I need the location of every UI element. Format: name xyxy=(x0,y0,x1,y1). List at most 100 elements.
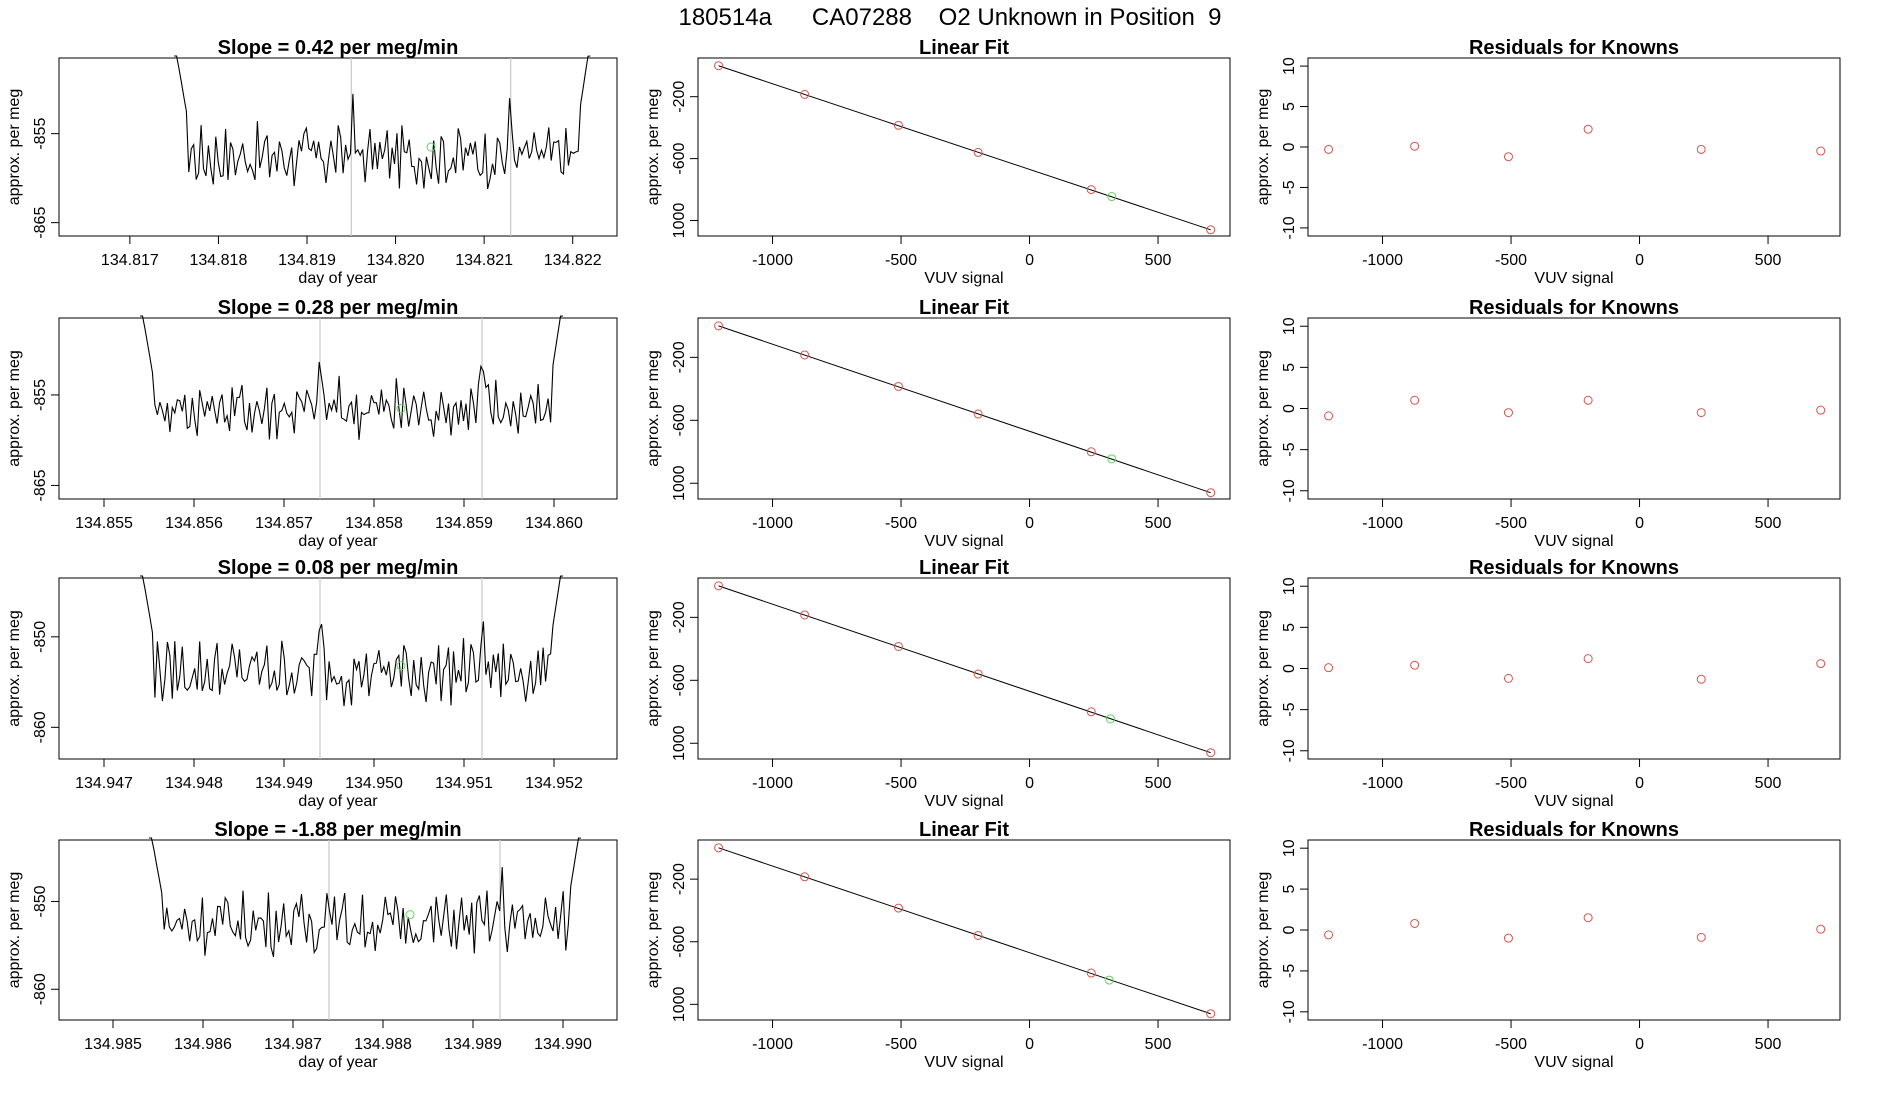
panel-title: Slope = 0.08 per meg/min xyxy=(218,557,459,579)
known-point xyxy=(973,669,983,679)
x-axis-label: VUV signal xyxy=(924,793,1003,810)
y-axis-label: approx. per meg xyxy=(1255,350,1272,467)
plot-frame xyxy=(697,57,1231,237)
y-tick-label: 5 xyxy=(1281,102,1298,111)
signal-trace xyxy=(174,55,591,190)
y-tick-label: -855 xyxy=(32,118,49,150)
y-tick-label: -200 xyxy=(671,863,688,895)
residual-point xyxy=(1583,913,1593,923)
x-tick-label: 134.948 xyxy=(165,775,223,792)
chart-panel: Linear Fit -1000 -500 0 500 VUV signal 1000 -60… xyxy=(645,297,1231,550)
residual-point xyxy=(1583,654,1593,664)
known-point xyxy=(973,147,983,157)
x-tick-label: 134.989 xyxy=(444,1036,502,1053)
panel-title: Slope = -1.88 per meg/min xyxy=(214,819,461,841)
y-tick-label: 10 xyxy=(1281,57,1298,75)
x-tick-label: 0 xyxy=(1635,775,1644,792)
residual-point xyxy=(1503,673,1513,683)
known-point xyxy=(1086,447,1096,457)
y-tick-label: -200 xyxy=(671,601,688,633)
chart-panel: Slope = 0.28 per meg/min 134.855 134.856 13… xyxy=(6,297,618,550)
known-point xyxy=(800,89,810,99)
panel-title: Linear Fit xyxy=(919,819,1009,841)
plot-frame xyxy=(58,57,618,237)
unknown-point xyxy=(1104,975,1114,985)
chart-panel: Slope = 0.42 per meg/min 134.817 134.818 13… xyxy=(6,37,618,287)
x-tick-label: 0 xyxy=(1635,252,1644,269)
x-tick-label: 134.857 xyxy=(255,515,313,532)
x-tick-label: 134.951 xyxy=(435,775,493,792)
panel-title: Residuals for Knowns xyxy=(1469,37,1679,59)
x-tick-label: 134.860 xyxy=(525,515,583,532)
known-point xyxy=(714,843,724,853)
residual-point xyxy=(1503,933,1513,943)
residual-point xyxy=(1503,152,1513,162)
plot-frame xyxy=(697,577,1231,760)
chart-panel: Slope = -1.88 per meg/min 134.985 134.986 1… xyxy=(6,819,618,1071)
x-tick-label: -500 xyxy=(885,775,917,792)
residual-point xyxy=(1324,663,1334,673)
y-axis-label: approx. per meg xyxy=(645,350,662,467)
x-tick-label: 0 xyxy=(1635,515,1644,532)
x-tick-label: 134.947 xyxy=(75,775,133,792)
x-tick-label: 134.988 xyxy=(354,1036,412,1053)
fit-line xyxy=(718,585,1211,754)
x-axis-label: day of year xyxy=(298,1054,378,1071)
x-axis-label: VUV signal xyxy=(924,270,1003,287)
plot-frame xyxy=(58,317,618,500)
x-axis-label: VUV signal xyxy=(924,533,1003,550)
panel-title: Residuals for Knowns xyxy=(1469,297,1679,319)
x-tick-label: 0 xyxy=(1025,775,1034,792)
x-tick-label: -1000 xyxy=(1362,775,1403,792)
y-tick-label: -865 xyxy=(32,469,49,501)
known-point xyxy=(973,409,983,419)
x-tick-label: -1000 xyxy=(752,775,793,792)
residual-point xyxy=(1410,660,1420,670)
y-tick-label: -5 xyxy=(1281,964,1298,978)
x-tick-label: 134.952 xyxy=(525,775,583,792)
chart-panel: Residuals for Knowns -1000 -500 0 500 VUV sig… xyxy=(1255,557,1841,810)
chart-panel: Linear Fit -1000 -500 0 500 VUV signal 1000 -60… xyxy=(645,557,1231,810)
x-tick-label: 134.817 xyxy=(101,252,159,269)
residual-point xyxy=(1696,408,1706,418)
y-tick-label: -600 xyxy=(671,926,688,958)
x-tick-label: 134.822 xyxy=(544,252,602,269)
x-tick-label: -500 xyxy=(885,1036,917,1053)
y-tick-label: -200 xyxy=(671,81,688,113)
x-axis-label: day of year xyxy=(298,533,378,550)
x-tick-label: 134.818 xyxy=(190,252,248,269)
y-tick-label: 0 xyxy=(1281,404,1298,413)
known-point xyxy=(1086,185,1096,195)
x-tick-label: 134.821 xyxy=(455,252,513,269)
known-point xyxy=(714,581,724,591)
residual-point xyxy=(1324,144,1334,154)
residual-point xyxy=(1410,918,1420,928)
x-tick-label: -500 xyxy=(885,515,917,532)
x-tick-label: 500 xyxy=(1755,252,1782,269)
fit-line xyxy=(718,65,1211,231)
x-tick-label: 0 xyxy=(1025,515,1034,532)
x-tick-label: 134.820 xyxy=(367,252,425,269)
known-point xyxy=(800,610,810,620)
panel-title: Slope = 0.28 per meg/min xyxy=(218,297,459,319)
x-tick-label: 134.986 xyxy=(174,1036,232,1053)
y-axis-label: approx. per meg xyxy=(6,350,23,467)
residual-point xyxy=(1410,395,1420,405)
unknown-point xyxy=(1107,454,1117,464)
y-tick-label: 10 xyxy=(1281,839,1298,857)
unknown-point xyxy=(1107,192,1117,202)
y-axis-label: approx. per meg xyxy=(1255,872,1272,989)
x-tick-label: -1000 xyxy=(752,515,793,532)
chart-panel: Linear Fit -1000 -500 0 500 VUV signal 1000 -60… xyxy=(645,819,1231,1071)
known-point xyxy=(893,903,903,913)
x-tick-label: -500 xyxy=(1495,775,1527,792)
x-tick-label: 134.819 xyxy=(278,252,336,269)
x-tick-label: 0 xyxy=(1025,1036,1034,1053)
y-tick-label: -855 xyxy=(32,379,49,411)
residual-point xyxy=(1324,411,1334,421)
known-point xyxy=(893,641,903,651)
plot-frame xyxy=(58,839,618,1021)
x-axis-label: VUV signal xyxy=(1534,270,1613,287)
y-tick-label: -600 xyxy=(671,142,688,174)
fit-line xyxy=(718,325,1211,494)
